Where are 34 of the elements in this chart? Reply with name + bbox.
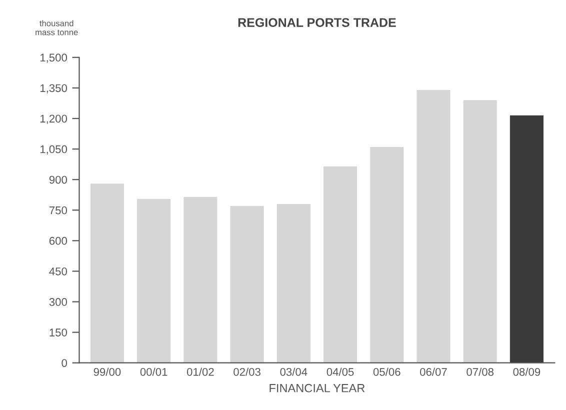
bar <box>323 166 358 363</box>
bar <box>370 147 404 363</box>
x-tick-label: 00/01 <box>140 368 168 376</box>
x-tick-label: 06/07 <box>420 368 447 376</box>
x-tick-label: 99/00 <box>94 368 121 376</box>
bar <box>90 184 124 363</box>
y-tick-label: 150 <box>50 328 67 336</box>
chart-title: REGIONAL PORTS TRADE <box>238 18 396 27</box>
y-axis-title: thousand mass tonne <box>36 20 78 36</box>
x-tick-label: 08/09 <box>513 368 540 376</box>
x-tick-label: 03/04 <box>280 368 308 376</box>
bar <box>510 115 544 363</box>
x-axis-title: FINANCIAL YEAR <box>270 384 365 392</box>
bar <box>230 206 264 363</box>
y-tick-label: 750 <box>49 206 67 214</box>
y-tick-label: 300 <box>49 298 67 306</box>
x-tick-label: 01/02 <box>186 368 214 376</box>
y-tick-label: 900 <box>49 176 67 184</box>
x-tick-label: 04/05 <box>326 368 354 376</box>
bar <box>137 198 171 363</box>
bar <box>463 100 497 363</box>
y-tick-label: 1,500 <box>40 54 68 63</box>
bar <box>184 196 218 363</box>
y-tick-label: 600 <box>49 236 67 245</box>
x-tick-label: 02/03 <box>234 368 260 376</box>
x-tick-label: 05/06 <box>373 368 400 376</box>
bar <box>416 90 450 363</box>
y-tick-label: 1,200 <box>40 114 68 124</box>
bar <box>276 204 310 363</box>
y-tick-label: 1,050 <box>40 145 68 154</box>
x-tick-label: 07/08 <box>466 368 494 376</box>
y-tick-label: 1,350 <box>40 84 68 94</box>
y-tick-label: 0 <box>62 359 67 367</box>
y-tick-label: 450 <box>49 267 67 276</box>
